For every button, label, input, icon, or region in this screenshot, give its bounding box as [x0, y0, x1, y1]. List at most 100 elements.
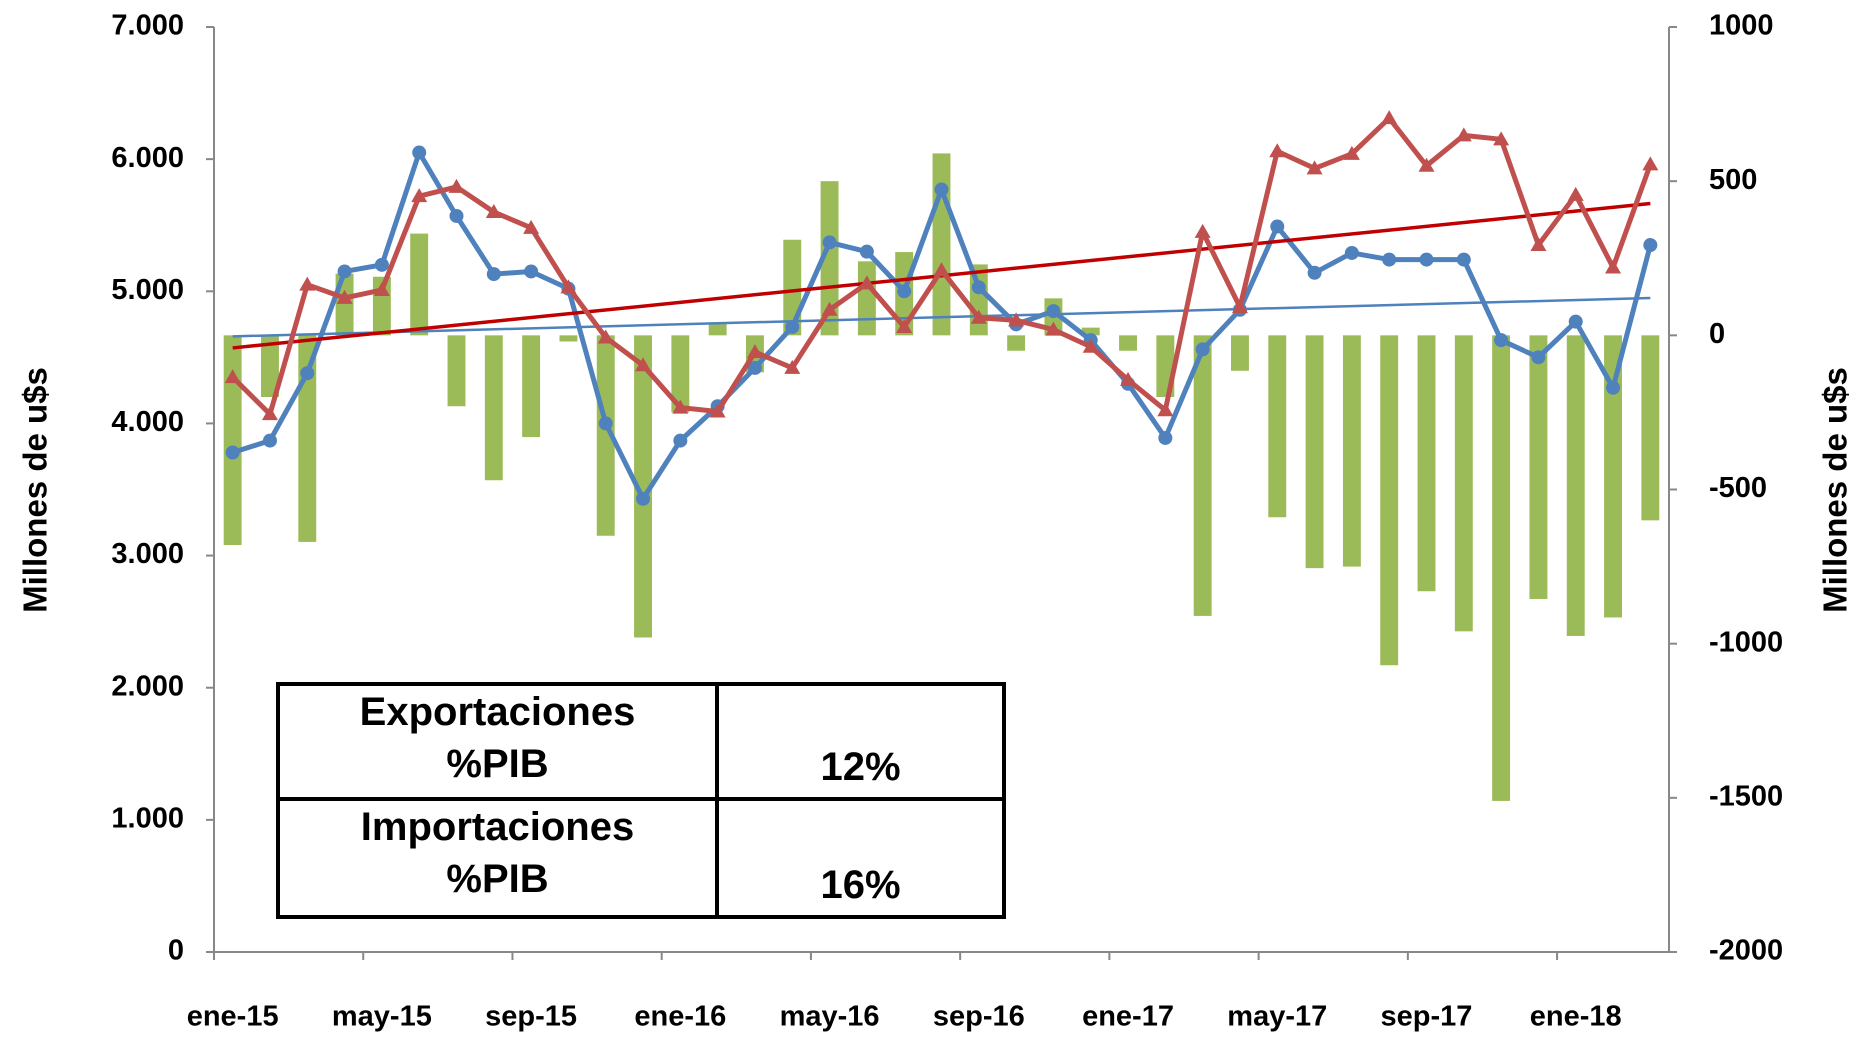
- marker: [224, 369, 241, 384]
- marker: [1418, 157, 1435, 172]
- marker: [1082, 338, 1099, 353]
- bar: [1305, 335, 1324, 569]
- marker: [1195, 342, 1210, 357]
- marker: [859, 244, 874, 259]
- marker: [1643, 238, 1658, 253]
- bar: [261, 335, 279, 397]
- marker: [374, 257, 389, 272]
- y-tick-label: 2.000: [111, 670, 184, 702]
- marker: [821, 301, 838, 316]
- marker: [524, 264, 539, 279]
- marker: [1231, 299, 1248, 314]
- lines: [224, 110, 1659, 506]
- table-cell: Exportaciones %PIB: [280, 686, 719, 801]
- marker: [336, 289, 353, 304]
- x-tick-label: sep-15: [485, 1001, 577, 1033]
- x-tick-label: may-16: [780, 1001, 880, 1033]
- bar: [298, 335, 317, 542]
- bar: [1492, 335, 1511, 801]
- marker: [1494, 333, 1509, 348]
- marker: [1381, 110, 1398, 125]
- x-tick-label: may-17: [1227, 1001, 1327, 1033]
- marker: [1530, 237, 1547, 252]
- marker: [896, 318, 913, 333]
- table-cell: Importaciones %PIB: [280, 800, 719, 915]
- axes: 0 1.000 2.000 3.000 4.000 5.000 6.000 7.000 -200…: [111, 10, 1783, 1033]
- marker: [337, 264, 352, 279]
- marker: [1567, 186, 1584, 201]
- bar: [559, 335, 578, 342]
- marker: [934, 182, 949, 197]
- marker: [1531, 350, 1546, 365]
- bar: [223, 335, 242, 545]
- x-tick-label: ene-17: [1082, 1001, 1174, 1033]
- bar: [410, 233, 429, 336]
- bar: [1380, 335, 1399, 666]
- marker: [1605, 259, 1622, 274]
- x-tick-label: ene-16: [634, 1001, 726, 1033]
- marker: [1008, 312, 1025, 327]
- y2-tick-label: -1500: [1709, 780, 1783, 812]
- marker: [858, 275, 875, 290]
- marker: [746, 344, 763, 359]
- bar: [1231, 335, 1249, 371]
- marker: [971, 280, 986, 295]
- bar: [447, 335, 466, 407]
- marker: [1158, 430, 1173, 445]
- marker: [1307, 265, 1322, 280]
- bar: [1529, 335, 1548, 599]
- bar: [1417, 335, 1436, 592]
- trendline: [232, 296, 1651, 338]
- bar: [1081, 327, 1100, 336]
- x-tick-label: ene-15: [187, 1001, 279, 1033]
- marker: [822, 235, 837, 250]
- marker: [448, 178, 465, 193]
- marker: [1493, 131, 1510, 146]
- marker: [1046, 304, 1061, 319]
- y2-tick-label: 1000: [1709, 10, 1774, 42]
- marker: [597, 329, 614, 344]
- marker: [672, 399, 689, 414]
- marker: [299, 276, 316, 291]
- y2-tick-label: -500: [1709, 472, 1767, 504]
- bar: [708, 323, 727, 336]
- x-tick-label: sep-16: [933, 1001, 1025, 1033]
- bar: [1604, 335, 1622, 618]
- y-tick-label: 6.000: [111, 142, 184, 174]
- marker: [262, 433, 277, 448]
- marker: [709, 403, 726, 418]
- marker: [1194, 223, 1211, 238]
- y2-axis-title: Millones de u$s: [1817, 367, 1854, 613]
- marker: [261, 406, 278, 421]
- bar: [522, 335, 541, 438]
- marker: [598, 416, 613, 431]
- bar: [671, 335, 690, 413]
- marker: [1269, 143, 1286, 158]
- marker: [373, 281, 390, 296]
- bar: [820, 181, 839, 336]
- marker: [1382, 252, 1397, 267]
- marker: [486, 267, 501, 282]
- marker: [523, 219, 540, 234]
- y-tick-label: 1.000: [111, 803, 184, 835]
- marker: [1568, 314, 1583, 329]
- y2-tick-label: 0: [1709, 318, 1725, 350]
- bar: [932, 153, 951, 336]
- marker: [1157, 402, 1174, 417]
- y-axis-title: Millones de u$s: [17, 367, 54, 613]
- bar: [1342, 335, 1361, 567]
- marker: [673, 433, 688, 448]
- y-tick-label: 3.000: [111, 538, 184, 570]
- table-cell: 12%: [719, 686, 1002, 801]
- bar: [1566, 335, 1585, 636]
- marker: [635, 357, 652, 372]
- marker: [970, 309, 987, 324]
- marker: [560, 279, 577, 294]
- y-tick-label: 7.000: [111, 10, 184, 42]
- marker: [1120, 371, 1137, 386]
- marker: [747, 360, 762, 375]
- marker: [784, 359, 801, 374]
- bar: [634, 335, 652, 638]
